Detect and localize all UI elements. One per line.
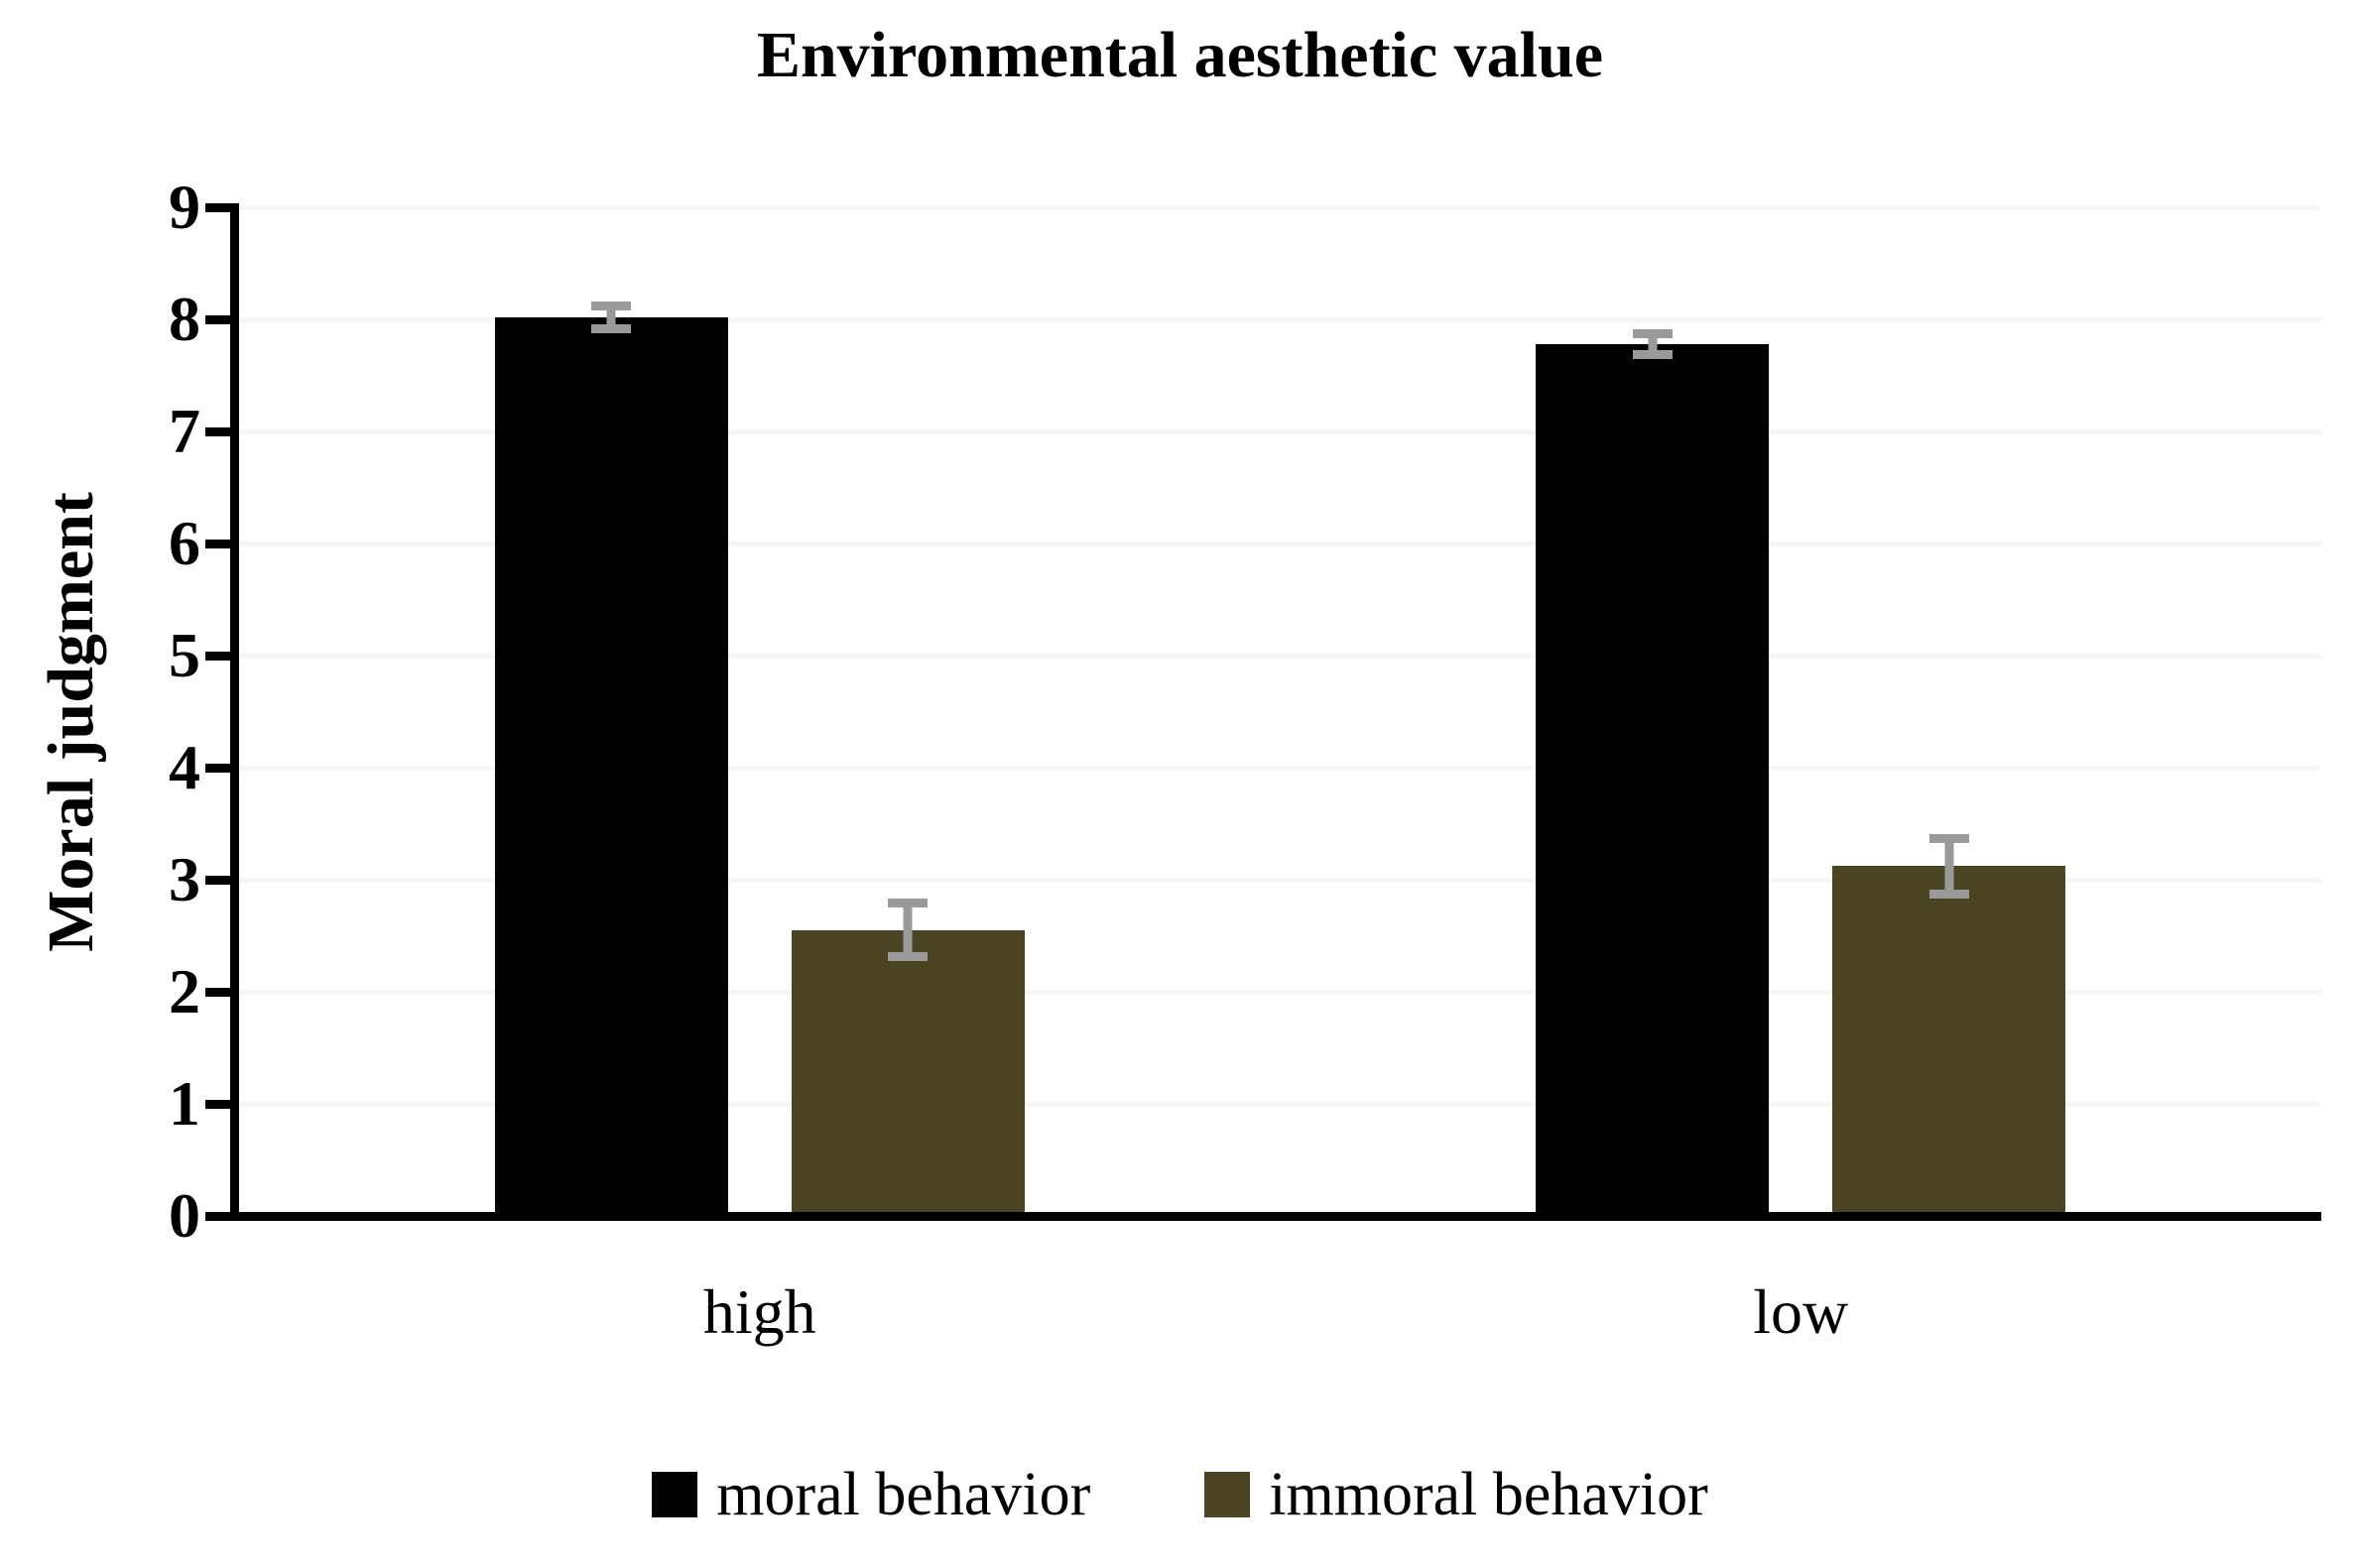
legend-label-immoral-behavior: immoral behavior [1269,1461,1708,1528]
y-tick-label-7: 7 [169,396,200,466]
y-tick-label-4: 4 [169,732,200,802]
y-tick-9 [205,202,239,212]
y-tick-label-1: 1 [169,1068,200,1139]
bar-low-immoral-behavior [1832,866,2066,1216]
y-tick-label-8: 8 [169,284,200,354]
y-tick-0 [205,1211,239,1221]
category-label-low: low [1753,1276,1849,1347]
bar-high-moral-behavior [494,316,728,1216]
legend-swatch-moral-behavior [652,1472,698,1517]
y-tick-label-5: 5 [169,620,200,690]
gridline-y-7 [239,428,2321,434]
y-tick-5 [205,651,239,661]
bar-high-immoral-behavior [791,929,1025,1216]
legend: moral behavior immoral behavior [0,1450,2360,1539]
category-label-high: high [702,1276,816,1347]
chart-title: Environmental aesthetic value [756,19,1604,91]
gridline-y-3 [239,877,2321,883]
error-bar-high-immoral-behavior [888,899,929,962]
y-tick-label-3: 3 [169,844,200,914]
gridline-y-8 [239,316,2321,322]
legend-item-moral-behavior: moral behavior [652,1464,1090,1525]
gridline-y-9 [239,204,2321,210]
bar-low-moral-behavior [1536,343,1770,1216]
legend-label-moral-behavior: moral behavior [716,1461,1091,1528]
y-tick-label-0: 0 [169,1180,200,1251]
error-bar-high-moral-behavior [591,301,632,333]
legend-item-immoral-behavior: immoral behavior [1204,1461,1708,1528]
gridline-y-5 [239,653,2321,659]
y-tick-6 [205,539,239,548]
y-tick-label-6: 6 [169,508,200,578]
gridline-y-4 [239,765,2321,771]
x-axis-line [230,1211,2321,1221]
y-tick-4 [205,763,239,773]
gridline-y-6 [239,541,2321,546]
gridline-y-2 [239,989,2321,995]
y-tick-label-2: 2 [169,956,200,1026]
y-tick-1 [205,1099,239,1109]
y-axis-line [230,207,239,1221]
error-bar-low-moral-behavior [1632,329,1673,359]
gridline-y-1 [239,1101,2321,1107]
y-tick-7 [205,426,239,436]
legend-swatch-immoral-behavior [1204,1472,1251,1517]
y-tick-2 [205,987,239,997]
error-bar-low-immoral-behavior [1928,833,1969,900]
y-tick-3 [205,875,239,885]
y-tick-8 [205,314,239,324]
y-tick-label-9: 9 [169,172,200,242]
